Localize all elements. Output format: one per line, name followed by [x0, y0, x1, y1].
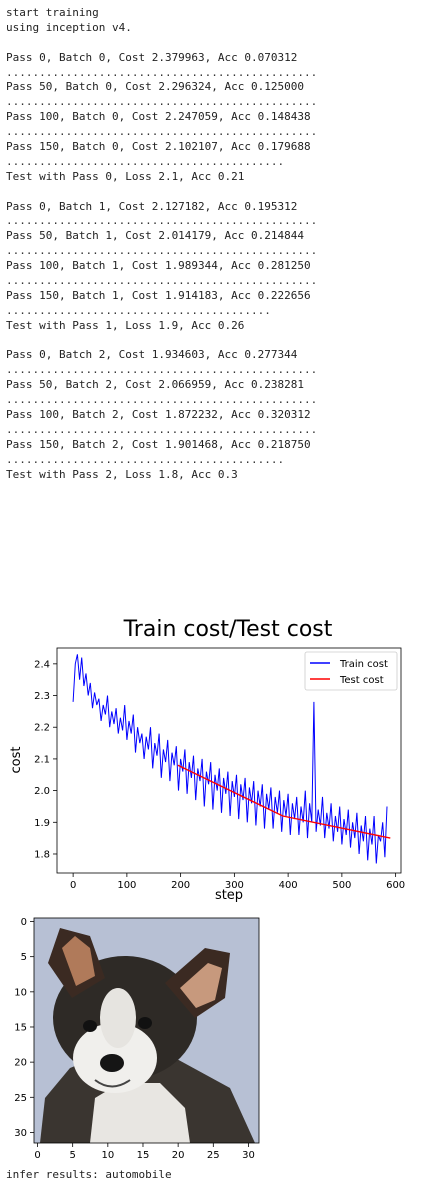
log-line [6, 36, 418, 51]
image-plot: 0 5 10 15 20 25 30 0 5 10 15 20 25 30 [0, 908, 422, 1168]
log-line: Pass 0, Batch 0, Cost 2.379963, Acc 0.07… [6, 51, 418, 66]
x-tick-label: 0 [70, 880, 76, 891]
x-tick-label: 400 [279, 880, 298, 891]
progress-dots: ........................................… [6, 453, 418, 468]
image-x-tick-label: 25 [207, 1150, 220, 1161]
progress-dots: ........................................… [6, 423, 418, 438]
log-line: Test with Pass 1, Loss 1.9, Acc 0.26 [6, 319, 418, 334]
infer-results-text: infer results: automobile [6, 1168, 172, 1181]
progress-dots: ........................................… [6, 244, 418, 259]
chart-legend: Train cost Test cost [305, 652, 397, 690]
image-y-tick-label: 30 [14, 1128, 27, 1139]
progress-dots: ........................................… [6, 274, 418, 289]
image-x-tick-label: 5 [69, 1150, 75, 1161]
progress-dots: ........................................… [6, 214, 418, 229]
log-line: Pass 100, Batch 2, Cost 1.872232, Acc 0.… [6, 408, 418, 423]
training-log-output: start training using inception v4. Pass 0… [6, 6, 418, 483]
y-axis-label: cost [9, 747, 24, 774]
log-line: using inception v4. [6, 21, 418, 36]
y-tick-label: 1.9 [34, 818, 50, 829]
log-line [6, 334, 418, 349]
cost-chart-svg: Train cost/Test cost 0 100 200 300 400 500 600… [0, 612, 422, 902]
image-x-tick-label: 30 [242, 1150, 255, 1161]
log-line: Pass 50, Batch 1, Cost 2.014179, Acc 0.2… [6, 229, 418, 244]
dog-image [34, 918, 259, 1143]
progress-dots: ........................................ [6, 304, 418, 319]
log-line: Pass 100, Batch 1, Cost 1.989344, Acc 0.… [6, 259, 418, 274]
log-line: Pass 50, Batch 0, Cost 2.296324, Acc 0.1… [6, 80, 418, 95]
log-line: Pass 100, Batch 0, Cost 2.247059, Acc 0.… [6, 110, 418, 125]
image-y-tick-label: 5 [21, 952, 27, 963]
image-y-tick-label: 0 [21, 917, 27, 928]
image-x-tick-label: 10 [101, 1150, 114, 1161]
progress-dots: ........................................… [6, 95, 418, 110]
log-line: start training [6, 6, 418, 21]
progress-dots: ........................................… [6, 66, 418, 81]
cost-chart: Train cost/Test cost 0 100 200 300 400 500 600… [0, 612, 422, 902]
progress-dots: ........................................… [6, 363, 418, 378]
legend-test-label: Test cost [339, 675, 384, 686]
image-x-tick-label: 15 [137, 1150, 150, 1161]
progress-dots: ........................................… [6, 393, 418, 408]
image-x-tick-label: 20 [172, 1150, 185, 1161]
y-tick-label: 2.0 [34, 786, 50, 797]
progress-dots: ........................................… [6, 155, 418, 170]
log-line: Pass 50, Batch 2, Cost 2.066959, Acc 0.2… [6, 378, 418, 393]
image-y-tick-label: 10 [14, 987, 27, 998]
log-line: Test with Pass 2, Loss 1.8, Acc 0.3 [6, 468, 418, 483]
x-tick-label: 200 [171, 880, 190, 891]
log-line: Pass 150, Batch 2, Cost 1.901468, Acc 0.… [6, 438, 418, 453]
x-tick-label: 500 [332, 880, 351, 891]
progress-dots: ........................................… [6, 125, 418, 140]
log-line [6, 185, 418, 200]
image-y-tick-label: 15 [14, 1022, 27, 1033]
y-tick-label: 2.4 [34, 659, 50, 670]
x-tick-label: 100 [117, 880, 136, 891]
image-plot-svg: 0 5 10 15 20 25 30 0 5 10 15 20 25 30 [0, 908, 422, 1168]
image-y-tick-label: 20 [14, 1058, 27, 1069]
log-line: Pass 0, Batch 1, Cost 2.127182, Acc 0.19… [6, 200, 418, 215]
log-line: Pass 150, Batch 0, Cost 2.102107, Acc 0.… [6, 140, 418, 155]
x-axis-label: step [215, 888, 243, 902]
image-x-tick-label: 0 [34, 1150, 40, 1161]
x-tick-label: 600 [386, 880, 405, 891]
chart-title: Train cost/Test cost [123, 617, 333, 642]
log-line: Pass 150, Batch 1, Cost 1.914183, Acc 0.… [6, 289, 418, 304]
y-tick-label: 2.2 [34, 723, 50, 734]
y-tick-label: 2.1 [34, 754, 50, 765]
legend-train-label: Train cost [339, 659, 388, 670]
log-line: Pass 0, Batch 2, Cost 1.934603, Acc 0.27… [6, 348, 418, 363]
y-tick-label: 2.3 [34, 691, 50, 702]
image-y-tick-label: 25 [14, 1093, 27, 1104]
y-tick-label: 1.8 [34, 849, 50, 860]
log-line: Test with Pass 0, Loss 2.1, Acc 0.21 [6, 170, 418, 185]
